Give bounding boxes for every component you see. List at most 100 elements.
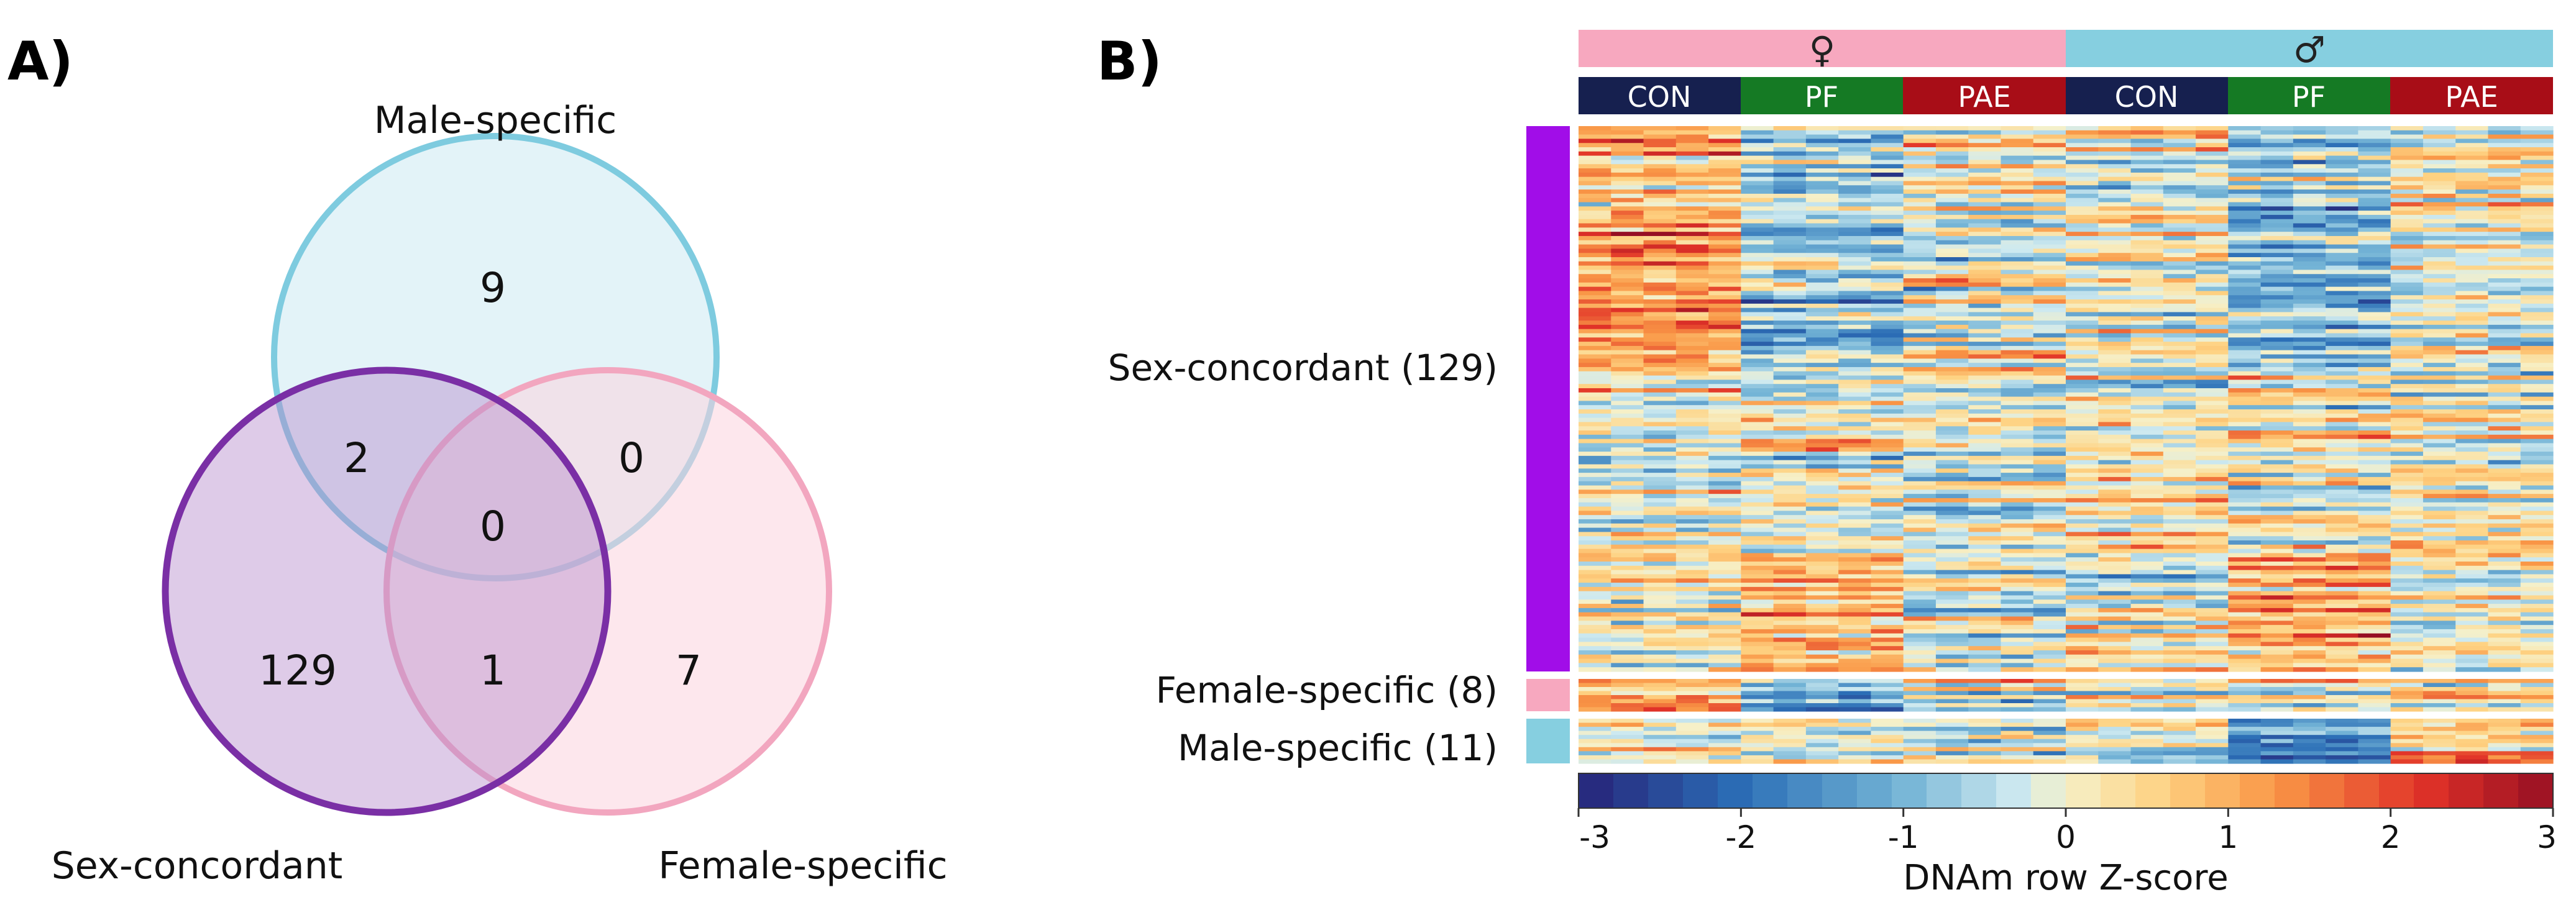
heatmap-cell <box>2326 586 2358 592</box>
heatmap-cell <box>2293 570 2326 575</box>
heatmap-cell <box>2163 139 2196 143</box>
heatmap-cell <box>1968 244 2002 249</box>
heatmap-cell <box>2066 405 2099 410</box>
heatmap-cell <box>2228 667 2262 672</box>
heatmap-cell <box>2033 130 2066 135</box>
heatmap-cell <box>1741 291 1774 296</box>
heatmap-cell <box>2520 642 2554 647</box>
heatmap-cell <box>1675 405 1709 410</box>
heatmap-cell <box>2228 452 2262 457</box>
heatmap-cell <box>2390 621 2424 626</box>
heatmap-cell <box>2520 481 2554 486</box>
heatmap-cell <box>2326 443 2358 448</box>
heatmap-cell <box>2326 130 2358 135</box>
heatmap-cell <box>1903 759 1937 764</box>
heatmap-cell <box>2066 511 2099 516</box>
heatmap-cell <box>2196 735 2229 740</box>
heatmap-cell <box>1871 703 1904 708</box>
heatmap-cell <box>2098 143 2132 148</box>
heatmap-cell <box>2520 699 2554 704</box>
heatmap-cell <box>2326 633 2358 639</box>
heatmap-cell <box>2001 185 2034 190</box>
heatmap-cell <box>1643 523 1677 529</box>
heatmap-cell <box>2326 730 2358 735</box>
heatmap-cell <box>2488 506 2521 511</box>
heatmap-cell <box>1579 185 1611 190</box>
heatmap-cell <box>1611 126 1644 131</box>
heatmap-cell <box>1838 595 1871 600</box>
heatmap-cell <box>2033 139 2066 143</box>
heatmap-cell <box>2033 607 2066 613</box>
heatmap-cell <box>1968 755 2002 760</box>
heatmap-cell <box>2455 759 2489 764</box>
heatmap-cell <box>2422 384 2456 389</box>
heatmap-cell <box>1838 591 1871 596</box>
heatmap-cell <box>2163 235 2196 241</box>
heatmap-cell <box>2001 583 2034 588</box>
heatmap-cell <box>1643 176 1677 182</box>
heatmap-cell <box>2455 202 2489 207</box>
heatmap-cell <box>1579 578 1611 583</box>
heatmap-cell <box>2390 295 2424 300</box>
heatmap-cell <box>1773 540 1807 545</box>
heatmap-cell <box>2293 151 2326 157</box>
heatmap-cell <box>2098 625 2132 630</box>
heatmap-cell <box>2260 699 2294 704</box>
heatmap-cell <box>2260 473 2294 478</box>
heatmap-cell <box>1871 625 1904 630</box>
heatmap-cell <box>2098 747 2132 752</box>
heatmap-cell <box>1611 621 1644 626</box>
heatmap-cell <box>1871 519 1904 524</box>
heatmap-cell <box>2358 574 2391 579</box>
heatmap-cell <box>2358 663 2391 668</box>
heatmap-cell <box>1805 143 1839 148</box>
heatmap-cell <box>2033 633 2066 639</box>
heatmap-cell <box>2520 291 2554 296</box>
heatmap-cell <box>2520 695 2554 700</box>
heatmap-cell <box>1871 455 1904 461</box>
heatmap-cell <box>1675 409 1709 414</box>
heatmap-cell <box>2326 452 2358 457</box>
heatmap-cell <box>2163 430 2196 435</box>
heatmap-cell <box>1968 147 2002 152</box>
heatmap-cell <box>1708 612 1741 617</box>
heatmap-cell <box>2001 481 2034 486</box>
heatmap-cell <box>2326 257 2358 262</box>
heatmap-cell <box>2033 443 2066 448</box>
heatmap-cell <box>2488 181 2521 186</box>
heatmap-cell <box>1935 257 1969 262</box>
heatmap-cell <box>1611 219 1644 224</box>
heatmap-cell <box>1643 333 1677 338</box>
heatmap-cell <box>2358 489 2391 494</box>
heatmap-cell <box>1968 151 2002 157</box>
heatmap-cell <box>2196 751 2229 756</box>
heatmap-cell <box>2390 202 2424 207</box>
heatmap-cell <box>1871 380 1904 384</box>
heatmap-cell <box>1805 642 1839 647</box>
heatmap-cell <box>2228 257 2262 262</box>
count-male-concordant: 2 <box>344 434 370 482</box>
heatmap-cell <box>1643 476 1677 482</box>
heatmap-cell <box>1838 160 1871 165</box>
heatmap-cell <box>2520 316 2554 321</box>
heatmap-cell <box>2488 240 2521 245</box>
heatmap-cell <box>1935 278 1969 283</box>
heatmap-cell <box>1935 181 1969 186</box>
heatmap-cell <box>1805 562 1839 566</box>
heatmap-cell <box>1935 417 1969 423</box>
heatmap-cell <box>1773 735 1807 740</box>
heatmap-cell <box>2228 155 2262 161</box>
heatmap-cell <box>1741 570 1774 575</box>
heatmap-cell <box>2001 350 2034 355</box>
heatmap-cell <box>2358 616 2391 621</box>
heatmap-cell <box>1773 612 1807 617</box>
heatmap-cell <box>2098 434 2132 440</box>
heatmap-cell <box>2326 321 2358 325</box>
heatmap-cell <box>1773 291 1807 296</box>
heatmap-cell <box>1903 413 1937 419</box>
heatmap-cell <box>1903 515 1937 520</box>
heatmap-cell <box>2260 176 2294 182</box>
heatmap-cell <box>2488 384 2521 389</box>
heatmap-cell <box>2422 707 2456 712</box>
heatmap-cell <box>1838 202 1871 207</box>
